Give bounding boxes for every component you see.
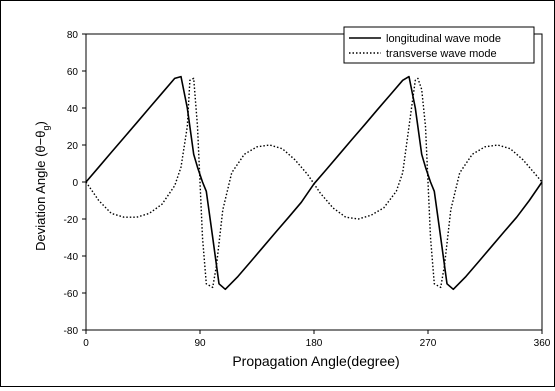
x-tick-label: 180	[306, 338, 323, 349]
y-tick-label: -60	[64, 289, 79, 300]
plot-area	[85, 33, 543, 331]
y-tick-label: 60	[67, 67, 79, 78]
legend-label-transverse: transverse wave mode	[386, 48, 497, 60]
x-tick-label: 360	[534, 338, 551, 349]
y-tick-label: 40	[67, 104, 79, 115]
x-tick-label: 270	[420, 338, 437, 349]
y-tick-label: -80	[64, 326, 79, 337]
legend: longitudinal wave mode transverse wave m…	[343, 26, 535, 64]
x-tick-label: 0	[83, 338, 89, 349]
y-tick-label: -20	[64, 215, 79, 226]
x-tick-label: 90	[194, 338, 206, 349]
x-axis-ticks: 0 90 180 270 360	[83, 330, 551, 349]
legend-box	[343, 26, 535, 64]
y-tick-label: 0	[72, 178, 78, 189]
y-tick-label: -40	[64, 252, 79, 263]
x-axis-label: Propagation Angle(degree)	[232, 353, 399, 369]
y-axis-label: Deviation Angle (θ−θg)	[33, 121, 51, 251]
series-group	[85, 75, 543, 291]
y-tick-label: 80	[67, 30, 79, 41]
y-tick-label: 20	[67, 141, 79, 152]
series-line-transverse	[85, 77, 543, 289]
y-axis-ticks: 80 60 40 20 0 -20 -40 -60 -80	[64, 30, 86, 337]
legend-label-longitudinal: longitudinal wave mode	[386, 33, 501, 45]
